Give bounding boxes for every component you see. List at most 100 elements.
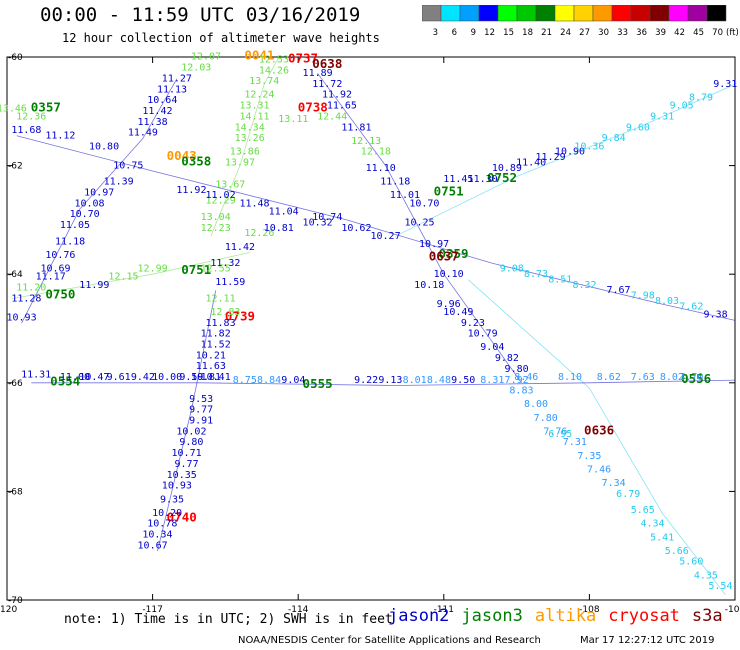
- wave-height-value: 9.13: [378, 375, 402, 386]
- wave-height-value: 10.67: [138, 540, 168, 551]
- credit-text: NOAA/NESDIS Center for Satellite Applica…: [238, 635, 541, 646]
- pass-time-label: 0638: [312, 56, 342, 71]
- wave-height-value: 12.07: [191, 52, 221, 63]
- wave-height-value: 11.40: [516, 158, 546, 169]
- wave-height-value: 12.23: [201, 223, 231, 234]
- wave-height-value: 11.10: [366, 163, 396, 174]
- wave-height-value: 5.65: [631, 505, 655, 516]
- wave-height-value: 8.51: [548, 274, 572, 285]
- legend-label: 21: [541, 28, 552, 38]
- wave-height-value: 10.20: [152, 508, 182, 519]
- wave-height-value: 5.54: [708, 581, 732, 592]
- pass-time-label: 0752: [487, 170, 517, 185]
- altimeter-track: [395, 83, 736, 237]
- wave-height-value: 8.02: [660, 372, 684, 383]
- wave-height-value: 10.18: [414, 280, 444, 291]
- lon-tick-label: -114: [288, 605, 309, 615]
- wave-height-value: 12.55: [201, 263, 231, 274]
- wave-height-value: 6.95: [548, 429, 572, 440]
- wave-height-value: 10.81: [264, 223, 294, 234]
- wave-height-value: 11.83: [205, 318, 235, 329]
- wave-height-value: 10.34: [142, 530, 172, 541]
- wave-height-value: 11.00: [60, 372, 90, 383]
- timestamp-text: Mar 17 12:27:12 UTC 2019: [580, 635, 715, 646]
- wave-height-value: 14.34: [235, 122, 265, 133]
- wave-height-value: 10.69: [40, 263, 70, 274]
- legend-label: 70: [712, 28, 723, 38]
- wave-height-value: 13.26: [235, 133, 265, 144]
- wave-height-value: 11.65: [327, 101, 357, 112]
- map-frame: [6, 56, 736, 601]
- wave-height-value: 10.25: [404, 217, 434, 228]
- wave-height-value: 11.63: [196, 361, 226, 372]
- wave-height-value: 13.74: [249, 76, 279, 87]
- wave-height-value: 4.34: [640, 519, 664, 530]
- wave-height-value: 8.00: [524, 399, 548, 410]
- wave-height-value: 5.66: [665, 546, 689, 557]
- wave-height-value: 12.83: [210, 307, 240, 318]
- legend-label: 9: [471, 28, 476, 38]
- pass-time-label: 0739: [225, 308, 255, 323]
- wave-height-value: 11.31: [21, 369, 51, 380]
- satellite-s3a: s3a: [691, 606, 723, 626]
- wave-height-value: 11.48: [239, 198, 269, 209]
- wave-height-value: 11.92: [176, 185, 206, 196]
- pass-time-label: 0751: [434, 183, 464, 198]
- wave-height-value: 13.67: [215, 179, 245, 190]
- wave-height-value: 9.31: [713, 79, 737, 90]
- wave-height-value: 11.28: [11, 293, 41, 304]
- pass-time-label: 0043: [167, 148, 197, 163]
- wave-height-value: 11.27: [162, 73, 192, 84]
- altimeter-track: [16, 135, 736, 321]
- legend-label: 30: [598, 28, 609, 38]
- satellite-cryosat: cryosat: [608, 606, 680, 626]
- pass-time-label: 0041: [244, 48, 274, 63]
- wave-height-value: 8.84: [257, 375, 281, 386]
- wave-height-value: 11.49: [128, 128, 158, 139]
- wave-height-value: 8.31: [480, 375, 504, 386]
- wave-height-value: 9.61: [107, 372, 131, 383]
- wave-height-value: 12.24: [244, 90, 274, 101]
- wave-height-value: 10.74: [312, 212, 342, 223]
- wave-height-value: 9.08: [500, 263, 524, 274]
- pass-time-label: 0750: [45, 287, 75, 302]
- wave-height-value: 10.78: [147, 519, 177, 530]
- wave-height-value: 7.67: [606, 285, 630, 296]
- pass-time-label: 0359: [438, 246, 468, 261]
- wave-height-value: 9.91: [189, 416, 213, 427]
- wave-height-value: 10.80: [89, 141, 119, 152]
- wave-height-value: 12.99: [138, 263, 168, 274]
- wave-height-value: 10.64: [147, 95, 177, 106]
- lon-tick-label: -117: [142, 605, 162, 615]
- wave-height-value: 7.76: [543, 426, 567, 437]
- wave-height-value: 9.31: [650, 111, 674, 122]
- wave-height-value: 10.90: [555, 147, 585, 158]
- wave-height-value: 9.82: [495, 353, 519, 364]
- satellite-key: jason2 jason3 altika cryosat s3a: [388, 606, 735, 626]
- wave-height-value: 10.70: [409, 198, 439, 209]
- lat-tick-label: -62: [8, 162, 23, 172]
- legend-label: 3: [433, 28, 438, 38]
- wave-height-value: 9.35: [160, 494, 184, 505]
- wave-height-value: 9.80: [505, 364, 529, 375]
- wave-height-value: 5.41: [650, 532, 674, 543]
- wave-height-value: 11.04: [269, 206, 299, 217]
- wave-height-value: 11.45: [443, 174, 473, 185]
- wave-height-value: 8.10: [558, 372, 582, 383]
- wave-height-value: 11.99: [79, 280, 109, 291]
- wave-height-value: 12.36: [16, 111, 46, 122]
- wave-height-value: 8.01: [403, 375, 427, 386]
- map-title: 00:00 - 11:59 UTC 03/16/2019: [40, 4, 361, 26]
- legend-label: 18: [522, 28, 533, 38]
- wave-height-value: 8.79: [689, 92, 713, 103]
- wave-height-value: 11.12: [45, 130, 75, 141]
- wave-height-value: 9.04: [281, 375, 305, 386]
- altimeter-track: [210, 56, 280, 237]
- wave-height-value: 11.92: [322, 90, 352, 101]
- altimeter-track: [317, 73, 522, 384]
- wave-height-value: 7.46: [587, 464, 611, 475]
- wave-height-value: 10.81: [191, 372, 221, 383]
- satellite-jason3: jason3: [461, 606, 523, 626]
- wave-height-value: 7.35: [577, 451, 601, 462]
